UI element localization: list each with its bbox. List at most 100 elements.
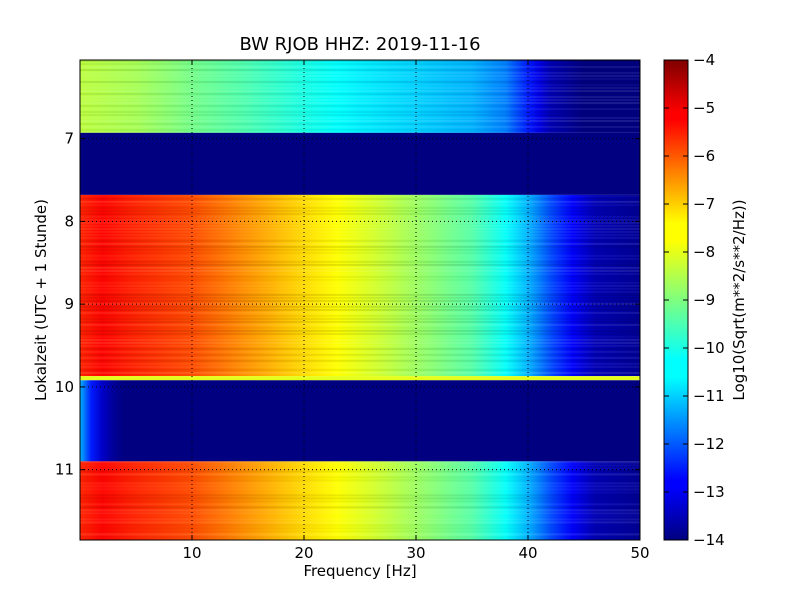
texture-row — [80, 129, 640, 131]
texture-row — [80, 323, 640, 326]
grid-lines — [80, 60, 640, 540]
texture-row — [80, 290, 640, 293]
chart-title: BW RJOB HHZ: 2019-11-16 — [239, 34, 480, 55]
texture-row — [80, 317, 640, 320]
colorbar-tick-label: −14 — [693, 531, 725, 549]
x-axis-ticks: 10 20 30 40 50 — [182, 60, 650, 562]
texture-row — [80, 284, 640, 287]
texture-row — [80, 75, 640, 77]
y-axis-label: Lokalzeit (UTC + 1 Stunde) — [32, 199, 50, 401]
texture-row — [80, 209, 640, 212]
y-tick-label: 8 — [64, 212, 74, 230]
colorbar-tick-label: −6 — [693, 147, 715, 165]
time-segment-data — [80, 194, 640, 377]
colorbar-tick-label: −7 — [693, 195, 715, 213]
texture-row — [80, 236, 640, 239]
texture-row — [80, 218, 640, 221]
texture-row — [80, 239, 640, 242]
texture-row — [80, 281, 640, 284]
texture-row — [80, 105, 640, 107]
texture-row — [80, 518, 640, 521]
texture-row — [80, 72, 640, 74]
texture-row — [80, 81, 640, 83]
texture-row — [80, 485, 640, 488]
texture-row — [80, 227, 640, 230]
colorbar-tick-label: −4 — [693, 51, 715, 69]
colorbar-tick-label: −8 — [693, 243, 715, 261]
colorbar-ticks: −4 −5 −6 −7 −8 −9 −10 −11 −12 −13 −14 — [664, 51, 725, 549]
time-segment-no_data — [80, 132, 640, 195]
texture-row — [80, 84, 640, 86]
time-segment-low — [80, 380, 640, 462]
texture-row — [80, 78, 640, 80]
texture-row — [80, 368, 640, 371]
segment-band — [80, 132, 640, 195]
texture-row — [80, 347, 640, 350]
segment-band — [80, 380, 640, 462]
texture-row — [80, 287, 640, 290]
texture-row — [80, 473, 640, 476]
texture-row — [80, 252, 640, 254]
y-tick-label: 7 — [64, 130, 74, 148]
texture-row — [80, 269, 640, 272]
texture-row — [80, 224, 640, 227]
texture-row — [80, 512, 640, 515]
texture-row — [80, 476, 640, 479]
colorbar-tick-label: −12 — [693, 435, 725, 453]
texture-row — [80, 206, 640, 209]
texture-row — [80, 111, 640, 113]
texture-row — [80, 359, 640, 362]
texture-row — [80, 305, 640, 308]
texture-row — [80, 90, 640, 92]
texture-row — [80, 263, 640, 266]
segment-band — [80, 461, 640, 540]
texture-row — [80, 470, 640, 473]
texture-row — [80, 299, 640, 302]
texture-row — [80, 341, 640, 344]
texture-row — [80, 257, 640, 260]
time-segment-data — [80, 60, 640, 133]
texture-row — [80, 527, 640, 529]
texture-row — [80, 102, 640, 104]
texture-row — [80, 117, 640, 119]
x-tick-label: 10 — [182, 544, 201, 562]
texture-row — [80, 482, 640, 485]
texture-row — [80, 461, 640, 464]
texture-row — [80, 203, 640, 206]
texture-row — [80, 123, 640, 125]
texture-row — [80, 308, 640, 311]
texture-row — [80, 99, 640, 101]
x-tick-label: 20 — [294, 544, 313, 562]
segment-band — [80, 194, 640, 377]
texture-row — [80, 279, 640, 281]
texture-row — [80, 533, 640, 536]
texture-row — [80, 60, 640, 62]
texture-row — [80, 524, 640, 527]
texture-row — [80, 353, 640, 356]
texture-row — [80, 266, 640, 269]
texture-row — [80, 126, 640, 128]
texture-row — [80, 248, 640, 251]
texture-row — [80, 356, 640, 359]
colorbar-tick-label: −9 — [693, 291, 715, 309]
texture-row — [80, 521, 640, 524]
texture-row — [80, 500, 640, 503]
y-tick-label: 9 — [64, 295, 74, 313]
x-tick-label: 30 — [406, 544, 425, 562]
segment-band — [80, 376, 640, 381]
texture-row — [80, 506, 640, 509]
y-axis-ticks: 7 8 9 10 11 — [55, 130, 640, 479]
texture-row — [80, 503, 640, 506]
texture-row — [80, 87, 640, 89]
texture-row — [80, 320, 640, 323]
texture-row — [80, 260, 640, 263]
segment-band — [80, 60, 640, 133]
texture-row — [80, 230, 640, 233]
texture-row — [80, 344, 640, 347]
texture-row — [80, 515, 640, 517]
spectrogram-heatmap — [80, 60, 640, 540]
texture-row — [80, 63, 640, 65]
texture-row — [80, 479, 640, 482]
texture-row — [80, 329, 640, 332]
